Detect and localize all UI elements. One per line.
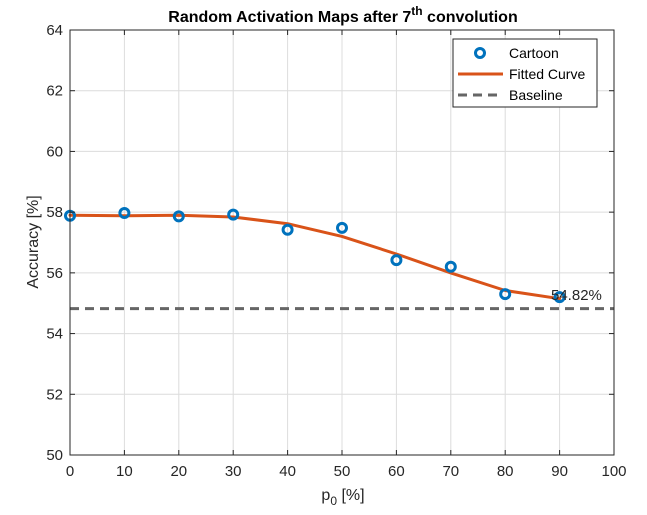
x-tick-label: 80 [497, 463, 514, 480]
legend: Cartoon Fitted Curve Baseline [452, 38, 598, 108]
x-tick-label: 10 [116, 463, 133, 480]
x-ticks: 0 10 20 30 40 50 60 70 80 90 100 [66, 30, 627, 480]
legend-label-baseline: Baseline [509, 87, 563, 103]
cartoon-data-point [227, 208, 240, 221]
cartoon-data-point [281, 223, 294, 236]
cartoon-data-point [172, 210, 185, 223]
x-tick-label: 50 [334, 463, 351, 480]
y-tick-label: 64 [46, 22, 63, 39]
marker-layer [64, 207, 566, 304]
x-tick-label: 60 [388, 463, 405, 480]
cartoon-data-point [118, 207, 131, 220]
y-tick-label: 58 [46, 204, 63, 221]
x-tick-label: 90 [551, 463, 568, 480]
cartoon-data-point [444, 260, 457, 273]
cartoon-data-point [336, 221, 348, 234]
x-axis-label-subscript: 0 [330, 494, 337, 508]
legend-label-fitted-curve: Fitted Curve [509, 66, 585, 82]
cartoon-data-point [553, 291, 566, 304]
y-tick-label: 60 [46, 143, 63, 160]
chart-title: Random Activation Maps after 7th convolu… [168, 4, 517, 26]
baseline-annotation: 54.82% [551, 287, 602, 304]
y-tick-label: 54 [46, 326, 63, 343]
x-tick-label: 0 [66, 463, 74, 480]
y-tick-label: 62 [46, 83, 63, 100]
y-ticks: 50 52 54 56 58 60 62 64 [46, 22, 614, 464]
fitted-curve-layer [68, 213, 562, 301]
x-tick-label: 70 [442, 463, 459, 480]
legend-label-cartoon: Cartoon [509, 45, 559, 61]
y-axis-label: Accuracy [%] [25, 195, 42, 288]
y-tick-label: 52 [46, 386, 63, 403]
y-tick-label: 56 [46, 265, 63, 282]
x-axis-label: p0 [%] [321, 487, 364, 508]
x-tick-label: 40 [279, 463, 296, 480]
chart-title-superscript: th [411, 4, 422, 18]
fitted-curve-line [68, 213, 562, 301]
cartoon-data-point [390, 254, 403, 267]
x-tick-label: 100 [601, 463, 626, 480]
y-tick-label: 50 [46, 447, 63, 464]
cartoon-data-point [499, 288, 512, 301]
x-tick-label: 20 [170, 463, 187, 480]
legend-marker-cartoon [474, 47, 486, 59]
x-tick-label: 30 [225, 463, 242, 480]
